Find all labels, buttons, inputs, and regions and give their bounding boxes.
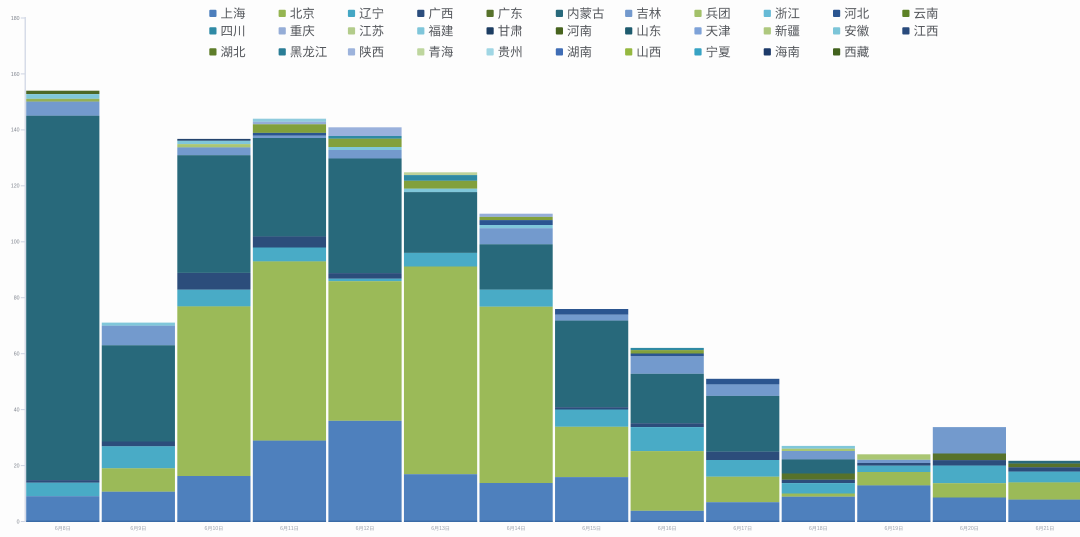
svg-text:6: 6 [809, 526, 812, 532]
svg-text:6: 6 [507, 526, 510, 532]
svg-text:1: 1 [212, 526, 215, 532]
svg-text:6: 6 [669, 526, 672, 532]
svg-text:6: 6 [130, 526, 133, 532]
svg-text:140: 140 [11, 128, 20, 134]
svg-text:9: 9 [138, 526, 141, 532]
svg-text:3: 3 [442, 526, 445, 532]
svg-text:60: 60 [14, 352, 20, 358]
svg-text:6: 6 [885, 526, 888, 532]
svg-text:1: 1 [288, 526, 291, 532]
svg-text:1: 1 [291, 526, 294, 532]
svg-text:6: 6 [280, 526, 283, 532]
svg-text:0: 0 [971, 526, 974, 532]
svg-text:6: 6 [733, 526, 736, 532]
svg-text:6: 6 [205, 526, 208, 532]
svg-text:6: 6 [960, 526, 963, 532]
svg-text:1: 1 [364, 526, 367, 532]
svg-text:2: 2 [1044, 526, 1047, 532]
svg-text:2: 2 [366, 526, 369, 532]
svg-text:1: 1 [1046, 526, 1049, 532]
svg-text:8: 8 [820, 526, 823, 532]
svg-text:40: 40 [14, 408, 20, 414]
svg-text:6: 6 [1036, 526, 1039, 532]
svg-text:1: 1 [892, 526, 895, 532]
svg-text:9: 9 [895, 526, 898, 532]
svg-text:8: 8 [63, 526, 66, 532]
svg-text:0: 0 [215, 526, 218, 532]
svg-text:1: 1 [515, 526, 518, 532]
svg-text:1: 1 [590, 526, 593, 532]
svg-text:0: 0 [17, 519, 20, 525]
svg-text:1: 1 [741, 526, 744, 532]
svg-text:1: 1 [666, 526, 669, 532]
svg-text:6: 6 [658, 526, 661, 532]
svg-text:100: 100 [11, 240, 20, 246]
svg-text:2: 2 [968, 526, 971, 532]
svg-text:6: 6 [55, 526, 58, 532]
svg-text:20: 20 [14, 463, 20, 469]
svg-text:80: 80 [14, 296, 20, 302]
svg-text:5: 5 [593, 526, 596, 532]
svg-text:6: 6 [356, 526, 359, 532]
svg-text:7: 7 [744, 526, 747, 532]
svg-text:6: 6 [431, 526, 434, 532]
svg-text:180: 180 [11, 16, 20, 22]
svg-text:160: 160 [11, 72, 20, 78]
svg-text:1: 1 [439, 526, 442, 532]
svg-text:1: 1 [817, 526, 820, 532]
svg-text:120: 120 [11, 184, 20, 190]
svg-text:6: 6 [582, 526, 585, 532]
svg-text:4: 4 [518, 526, 521, 532]
